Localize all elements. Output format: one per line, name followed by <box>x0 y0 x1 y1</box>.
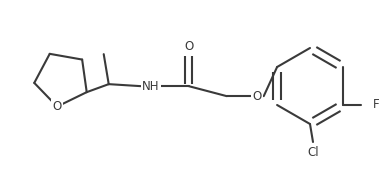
Text: F: F <box>372 99 379 112</box>
Text: O: O <box>252 90 261 103</box>
Text: Cl: Cl <box>307 146 319 159</box>
Text: NH: NH <box>142 80 159 93</box>
Text: O: O <box>184 40 193 53</box>
Text: O: O <box>52 100 62 113</box>
